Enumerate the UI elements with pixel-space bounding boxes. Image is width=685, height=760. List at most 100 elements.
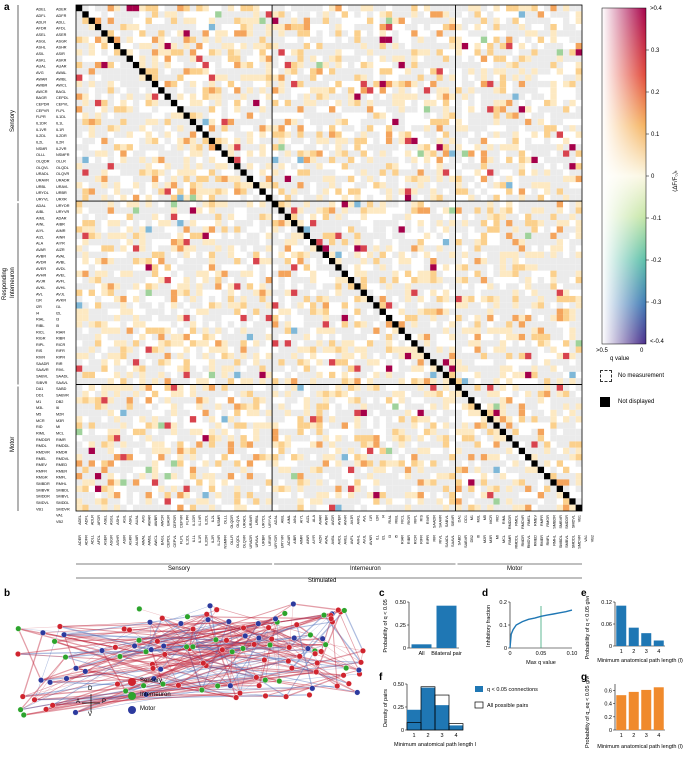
- heatmap-cell: [423, 251, 431, 259]
- heatmap-cell: [246, 118, 254, 126]
- heatmap-cell: [499, 473, 507, 480]
- heatmap-cell: [145, 137, 152, 145]
- heatmap-cell: [563, 390, 570, 398]
- heatmap-cell: [164, 163, 171, 170]
- heatmap-cell: [94, 314, 102, 322]
- heatmap-cell: [177, 447, 184, 455]
- heatmap-cell: [512, 55, 519, 62]
- heatmap-cell: [404, 473, 412, 480]
- heatmap-cell: [335, 49, 342, 56]
- heatmap-cell: [132, 150, 140, 157]
- heatmap-cell: [240, 68, 247, 75]
- heatmap-cell: [379, 441, 386, 448]
- heatmap-cell: [316, 466, 323, 474]
- heatmap-cell: [449, 5, 456, 12]
- heatmap-cell: [335, 403, 342, 410]
- heatmap-cell: [88, 175, 95, 183]
- heatmap-cell: [291, 226, 298, 233]
- heatmap-cell: [430, 245, 437, 252]
- heatmap-cell: [385, 144, 393, 151]
- heatmap-cell: [158, 504, 165, 512]
- heatmap-cell: [94, 403, 102, 410]
- heatmap-cell: [436, 460, 443, 467]
- heatmap-cell: [158, 276, 165, 284]
- heatmap-cell: [177, 302, 184, 309]
- heatmap-cell: [221, 460, 228, 467]
- heatmap-cell: [246, 144, 254, 151]
- heatmap-cell: [316, 378, 323, 385]
- heatmap-cell: [310, 270, 317, 277]
- heatmap-cell: [278, 144, 285, 151]
- heatmap-cell: [208, 435, 216, 442]
- heatmap-cell: [487, 106, 494, 113]
- heatmap-cell: [202, 80, 209, 88]
- heatmap-cell: [278, 251, 285, 259]
- heatmap-cell: [215, 49, 222, 56]
- heatmap-cell: [512, 340, 519, 347]
- heatmap-cell: [329, 295, 336, 303]
- heatmap-cell: [404, 365, 412, 372]
- heatmap-cell: [341, 352, 348, 360]
- heatmap-cell: [208, 403, 216, 410]
- heatmap-cell: [537, 49, 545, 56]
- heatmap-cell: [550, 112, 557, 119]
- heatmap-cell: [461, 175, 469, 183]
- heatmap-cell: [88, 188, 95, 195]
- heatmap-cell: [480, 416, 488, 423]
- heatmap-cell: [461, 201, 469, 208]
- heatmap-cell: [177, 201, 184, 208]
- heatmap-cell: [202, 112, 209, 119]
- heatmap-cell: [253, 182, 260, 189]
- heatmap-cell: [253, 87, 260, 94]
- heatmap-cell: [183, 175, 190, 183]
- heatmap-cell: [151, 308, 159, 315]
- row-label-left: ASIL: [36, 52, 44, 56]
- heatmap-cell: [164, 416, 171, 423]
- heatmap-cell: [265, 416, 273, 423]
- heatmap-cell: [347, 99, 355, 107]
- heatmap-cell: [310, 447, 317, 455]
- heatmap-cell: [82, 409, 89, 417]
- heatmap-cell: [499, 270, 507, 277]
- heatmap-cell: [385, 378, 393, 385]
- heatmap-cell: [385, 175, 393, 183]
- heatmap-cell: [335, 213, 342, 221]
- heatmap-cell: [107, 87, 114, 94]
- heatmap-cell: [525, 371, 532, 379]
- heatmap-cell: [411, 175, 418, 183]
- heatmap-cell: [499, 397, 507, 404]
- heatmap-cell: [550, 118, 557, 126]
- heatmap-cell: [246, 466, 254, 474]
- heatmap-cell: [499, 302, 507, 309]
- heatmap-cell: [575, 68, 582, 75]
- heatmap-cell: [101, 87, 108, 94]
- heatmap-cell: [499, 308, 507, 315]
- heatmap-cell: [404, 137, 412, 145]
- heatmap-cell: [335, 276, 342, 284]
- heatmap-cell: [474, 163, 481, 170]
- heatmap-cell: [575, 276, 582, 284]
- heatmap-cell: [480, 397, 488, 404]
- heatmap-cell: [480, 352, 488, 360]
- heatmap-cell: [404, 220, 412, 227]
- heatmap-cell: [385, 201, 393, 208]
- heatmap-cell: [151, 466, 159, 474]
- heatmap-cell: [373, 232, 380, 240]
- heatmap-cell: [316, 245, 323, 252]
- heatmap-cell: [259, 112, 266, 119]
- heatmap-cell: [544, 504, 551, 512]
- heatmap-cell: [88, 226, 95, 233]
- heatmap-cell: [164, 327, 171, 334]
- heatmap-cell: [82, 365, 89, 372]
- heatmap-cell: [468, 118, 475, 126]
- heatmap-cell: [385, 435, 393, 442]
- heatmap-cell: [373, 384, 380, 391]
- heatmap-cell: [101, 61, 108, 69]
- heatmap-cell: [183, 30, 190, 37]
- heatmap-cell: [525, 175, 532, 183]
- heatmap-cell: [126, 422, 133, 429]
- heatmap-cell: [379, 352, 386, 360]
- heatmap-cell: [525, 302, 532, 309]
- heatmap-cell: [493, 359, 500, 366]
- heatmap-cell: [284, 447, 292, 455]
